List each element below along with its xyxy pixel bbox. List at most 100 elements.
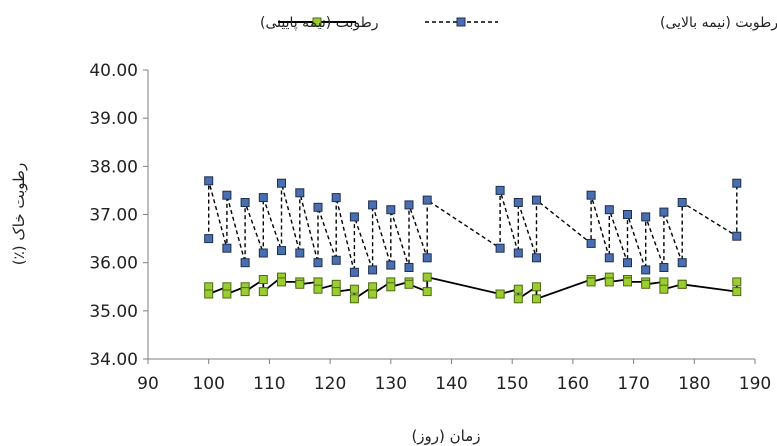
upper-data-point [277,178,286,188]
series-layer [204,176,742,304]
upper-data-point [313,202,323,212]
upper-data-point [422,253,432,263]
y-tick-label: 40.00 [89,61,138,81]
upper-data-point [677,258,687,268]
lower-data-point [204,289,214,299]
lower-data-point [659,284,669,294]
upper-data-point [586,190,596,200]
lower-data-point [513,284,523,294]
lower-data-point [368,289,378,299]
x-tick-label: 90 [137,374,159,394]
upper-data-point [368,200,378,210]
upper-data-point [641,212,651,222]
upper-data-point [732,178,742,188]
lower-data-point [313,277,323,287]
upper-data-point [349,212,359,222]
upper-data-point [331,255,341,265]
lower-data-point [277,277,286,287]
lower-data-point [258,287,268,297]
upper-data-point [623,210,632,219]
y-tick-label: 35.00 [89,302,138,322]
upper-data-point [240,198,250,207]
upper-data-point [732,231,742,241]
lower-data-point [732,287,742,297]
lower-data-point [349,294,359,304]
lower-data-point [659,277,669,287]
series-lower [204,272,742,304]
upper-data-point [604,205,614,215]
upper-data-point [222,243,232,253]
upper-data-point [586,238,596,248]
lower-data-point [623,277,632,287]
upper-data-point [204,234,214,244]
x-tick-label: 150 [496,374,528,394]
lower-data-point [677,279,687,289]
y-axis-label: رطوبت خاک (٪) [10,163,28,265]
x-tick-label: 110 [253,374,285,394]
upper-data-point [659,207,669,217]
upper-data-point [222,190,232,200]
x-tick-label: 160 [557,374,589,394]
upper-data-point [495,243,505,253]
x-tick-label: 120 [314,374,346,394]
upper-data-point [386,260,396,270]
upper-data-point [513,248,523,258]
x-tick-label: 130 [375,374,407,394]
lower-data-point [349,284,359,294]
y-tick-label: 36.00 [89,254,138,274]
upper-data-point [404,200,414,210]
lower-data-point [422,272,432,282]
lower-data-point [586,277,596,287]
upper-data-point [368,265,378,275]
y-tick-label: 37.00 [89,206,138,226]
upper-data-point [404,263,414,272]
upper-data-point [295,188,305,198]
upper-data-point [532,253,541,263]
lower-data-point [604,277,614,287]
upper-data-point [313,258,323,268]
lower-data-point [422,287,432,297]
upper-data-point [258,248,268,258]
y-tick-label: 38.00 [89,157,138,177]
upper-data-point [623,258,632,268]
upper-data-point [532,195,541,205]
upper-data-point [677,198,687,207]
upper-data-point [277,246,286,256]
lower-data-point [313,284,323,294]
series-upper [204,176,742,277]
upper-data-point [240,258,250,268]
upper-data-point [422,195,432,205]
lower-data-point [240,287,250,297]
y-ticks: 34.00 35.00 36.00 37.00 38.00 39.00 40.00 [89,61,148,370]
legend-label-lower: رطوبت (نیمه پایینی) [260,15,379,31]
x-axis-label: زمان (روز) [411,427,480,445]
upper-data-point [641,265,651,275]
upper-data-point [204,176,214,186]
upper-data-point [349,267,359,277]
lower-data-point [513,294,523,304]
lower-data-point [532,294,541,304]
x-tick-label: 190 [739,374,771,394]
upper-data-point [513,198,523,207]
lower-data-point [641,279,651,289]
upper-data-point [604,253,614,263]
lower-data-point [404,279,414,289]
lower-data-point [495,289,505,299]
lower-data-point [331,287,341,297]
upper-data-point [295,248,305,258]
lower-data-point [386,282,396,292]
y-tick-label: 34.00 [89,350,138,370]
lower-data-point [532,282,541,292]
x-tick-label: 180 [678,374,710,394]
lower-data-point [258,275,268,284]
x-tick-label: 100 [192,374,224,394]
x-tick-label: 170 [617,374,649,394]
lower-data-point [732,277,742,287]
series-lower-line [207,275,738,301]
legend-entry-upper: رطوبت (نیمه بالایی) [425,15,777,31]
legend-label-upper: رطوبت (نیمه بالایی) [660,15,777,31]
x-ticks: 90 100 110 120 130 140 150 160 170 180 190 [137,359,771,394]
upper-data-point [331,193,341,203]
upper-data-point [659,263,669,272]
